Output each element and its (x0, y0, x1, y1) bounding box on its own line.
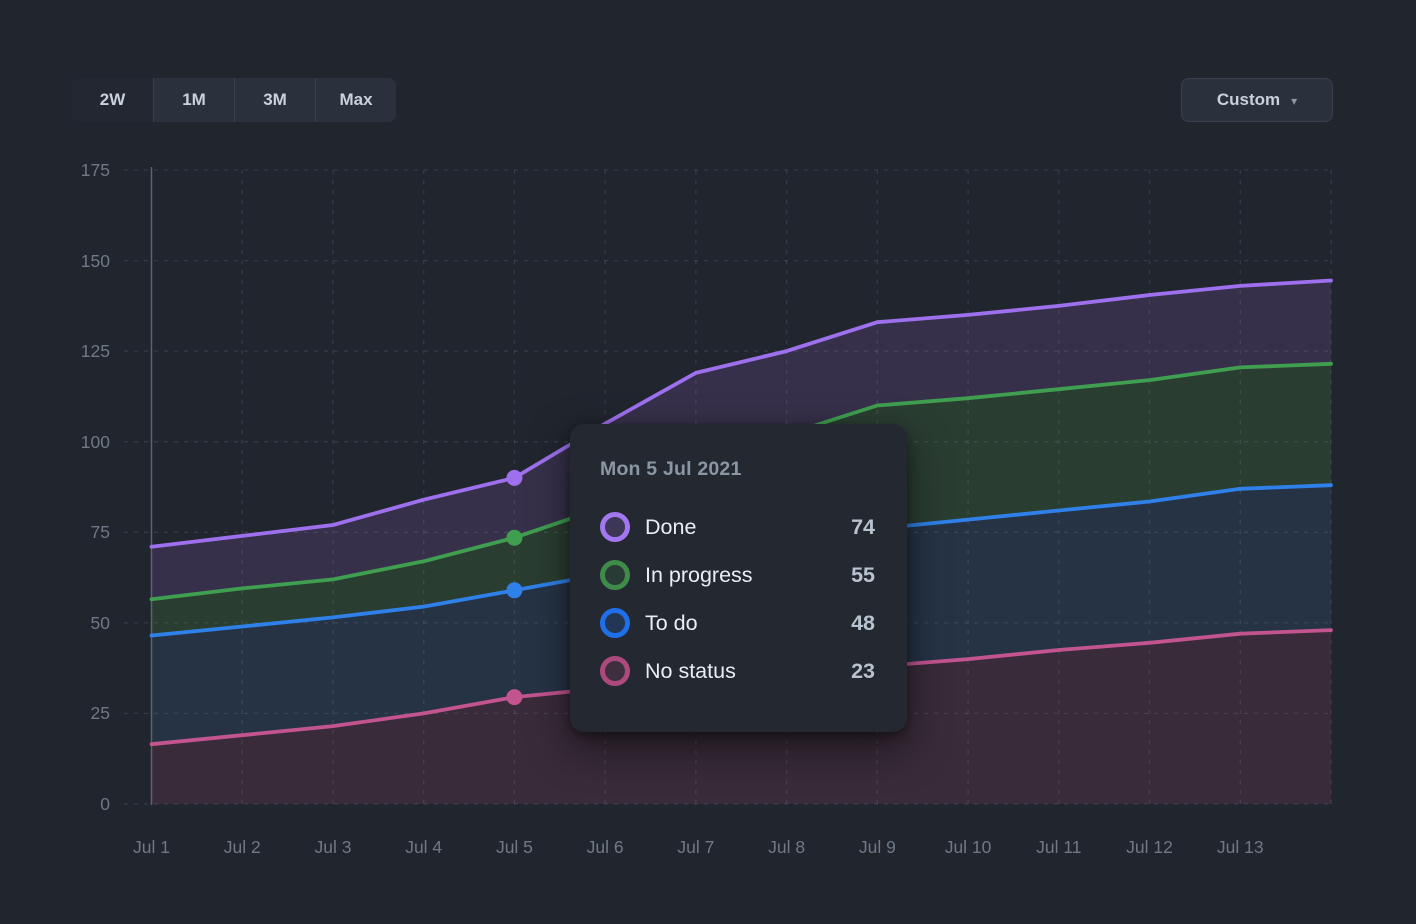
highlight-dot-no-status (506, 689, 523, 706)
range-max-button[interactable]: Max (315, 78, 396, 122)
highlight-dot-done (506, 469, 523, 486)
custom-button-label: Custom (1216, 90, 1281, 109)
no-status-ring-icon (600, 656, 630, 686)
custom-range-button[interactable]: Custom ▾ (1181, 78, 1333, 122)
highlight-dot-to-do (506, 582, 523, 599)
tooltip-row-label: To do (645, 610, 698, 635)
tooltip-row-value: 74 (851, 514, 875, 539)
range-1m-button[interactable]: 1M (153, 78, 234, 122)
range-selector: 2W 1M 3M Max (72, 78, 396, 122)
tooltip-row-value: 48 (851, 610, 875, 635)
tooltip-row: No status 23 (600, 647, 875, 695)
tooltip-row: Done 74 (600, 503, 875, 551)
tooltip-row-value: 55 (851, 562, 875, 587)
tooltip-row: To do 48 (600, 599, 875, 647)
gridlines (124, 169, 1333, 805)
highlight-dot-in-progress (506, 529, 523, 546)
tooltip-row-label: Done (645, 514, 697, 539)
range-2w-button[interactable]: 2W (72, 78, 153, 122)
done-status-ring-icon (600, 512, 630, 542)
chart-tooltip: Mon 5 Jul 2021 Done 74 In progress 55 To… (570, 424, 907, 732)
chevron-down-icon: ▾ (1291, 94, 1298, 108)
in-progress-status-ring-icon (600, 560, 630, 590)
tooltip-row-value: 23 (851, 658, 875, 683)
tooltip-row-label: No status (645, 658, 736, 683)
line-done (149, 278, 1333, 549)
tooltip-row-label: In progress (645, 562, 753, 587)
to-do-status-ring-icon (600, 608, 630, 638)
tooltip-date: Mon 5 Jul 2021 (600, 458, 742, 480)
tooltip-row: In progress 55 (600, 551, 875, 599)
range-3m-button[interactable]: 3M (234, 78, 315, 122)
